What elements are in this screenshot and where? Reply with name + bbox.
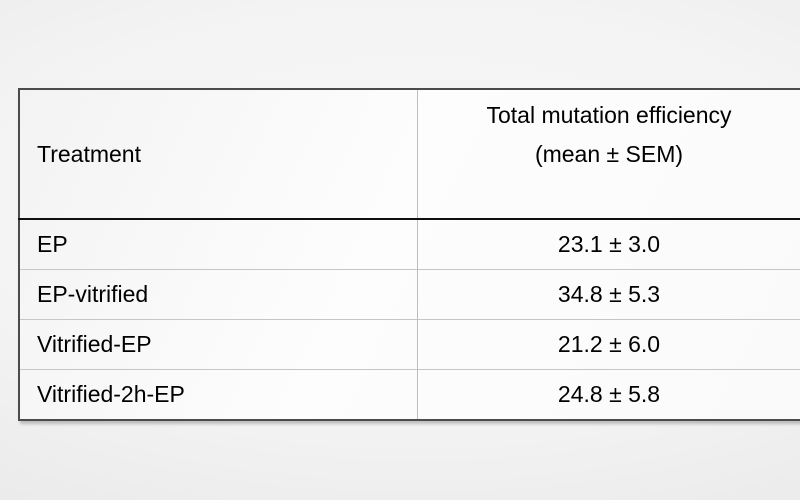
treatment-cell: Vitrified-EP bbox=[19, 319, 418, 370]
table-header-row: Treatment Total mutation efficiency (mea… bbox=[19, 89, 800, 220]
value-cell: 21.2 ± 6.0 bbox=[417, 319, 800, 370]
value-cell: 34.8 ± 5.3 bbox=[417, 269, 800, 320]
mutation-efficiency-table: Treatment Total mutation efficiency (mea… bbox=[18, 88, 800, 421]
table-row: Vitrified-2h-EP 24.8 ± 5.8 bbox=[19, 369, 800, 420]
column-header-efficiency-line2: (mean ± SEM) bbox=[534, 141, 684, 167]
table-row: Vitrified-EP 21.2 ± 6.0 bbox=[19, 319, 800, 370]
table-row: EP 23.1 ± 3.0 bbox=[19, 219, 800, 270]
treatment-cell: Vitrified-2h-EP bbox=[19, 369, 418, 420]
value-cell: 23.1 ± 3.0 bbox=[557, 231, 661, 257]
column-header-efficiency-line1: Total mutation efficiency bbox=[486, 102, 732, 128]
treatment-cell: EP bbox=[19, 219, 418, 270]
table-row: EP-vitrified 34.8 ± 5.3 bbox=[19, 269, 800, 320]
treatment-cell: EP-vitrified bbox=[19, 269, 418, 320]
column-header-treatment: Treatment bbox=[19, 89, 418, 220]
column-header-efficiency: Total mutation efficiency (mean ± SEM) bbox=[417, 89, 800, 220]
value-cell: 24.8 ± 5.8 bbox=[417, 369, 800, 420]
